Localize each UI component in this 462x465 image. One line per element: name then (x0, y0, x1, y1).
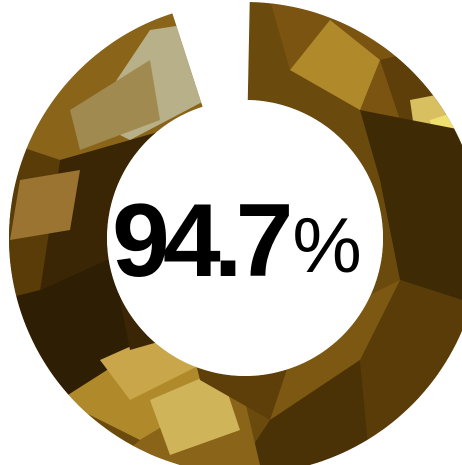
percent-readout: 94.7 % (112, 176, 422, 306)
percent-value: 94.7 (112, 183, 293, 299)
gauge-center (107, 100, 383, 376)
percent-unit: % (292, 201, 362, 289)
